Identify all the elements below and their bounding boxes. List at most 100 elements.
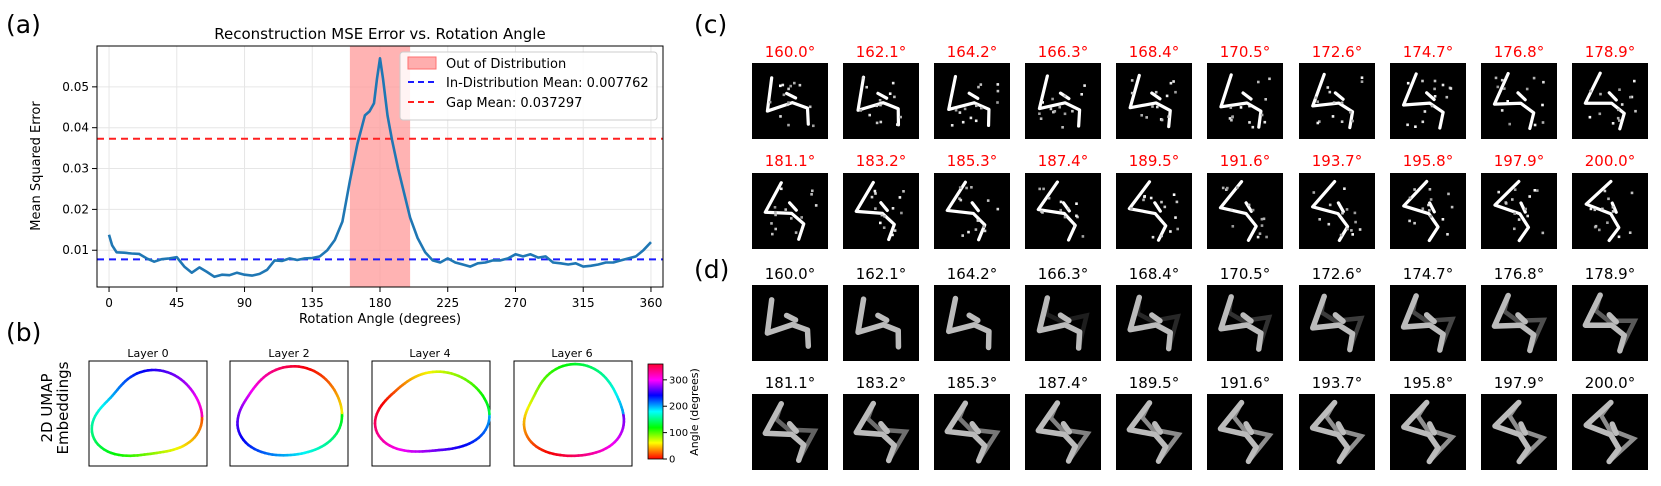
colorbar-ticks: 0 100 200 300 [663,375,688,466]
input-image [1207,63,1283,139]
input-angle-label: 187.4° [1038,152,1088,170]
reconstruction-cell: 197.9° [1481,374,1557,470]
input-cell: 168.4° [1116,43,1192,139]
reconstruction-angle-label: 191.6° [1220,374,1270,392]
y-axis-ticks: 0.01 0.02 0.03 0.04 0.05 [62,80,97,257]
reconstruction-angle-label: 160.0° [765,265,815,283]
reconstruction-grid-c: 160.0° 162.1° 164.2° 166.3° 168.4° 170.5° 172.… [752,43,1648,249]
reconstruction-cell: 185.3° [934,374,1010,470]
reconstruction-angle-label: 181.1° [765,374,815,392]
x-tick-label: 315 [572,296,595,310]
x-tick-label: 0 [105,296,113,310]
panel-label-b: (b) [6,318,41,347]
input-angle-label: 168.4° [1129,43,1179,61]
input-angle-label: 176.8° [1494,43,1544,61]
legend-label-ood: Out of Distribution [446,57,566,72]
umap-title-layer2: Layer 2 [268,347,309,360]
reconstruction-angle-label: 187.4° [1038,374,1088,392]
umap-loop-layer2 [236,364,344,457]
input-image [1299,63,1375,139]
input-angle-label: 164.2° [947,43,997,61]
reconstruction-cell: 176.8° [1481,265,1557,361]
reconstruction-cell: 164.2° [934,265,1010,361]
reconstruction-angle-label: 183.2° [856,374,906,392]
input-image [752,173,828,249]
input-angle-label: 195.8° [1403,152,1453,170]
reconstruction-angle-label: 193.7° [1312,374,1362,392]
colorbar-label: Angle (degrees) [688,368,701,456]
input-angle-label: 189.5° [1129,152,1179,170]
y-tick-label: 0.04 [62,121,89,135]
reconstruction-cell: 195.8° [1390,374,1466,470]
umap-ylabel-line2: Embeddings [54,361,72,454]
input-image [1116,63,1192,139]
input-cell: 181.1° [752,152,828,249]
legend-swatch-ood [407,56,437,70]
input-image [1572,173,1648,249]
reconstruction-angle-label: 176.8° [1494,265,1544,283]
input-cell: 185.3° [934,152,1010,249]
colorbar: 0 100 200 300 Angle (degrees) [647,363,701,466]
input-angle-label: 170.5° [1220,43,1270,61]
reconstruction-angle-label: 197.9° [1494,374,1544,392]
input-cell: 183.2° [843,152,919,249]
umap-loops [90,362,626,458]
reconstruction-cell: 168.4° [1116,265,1192,361]
umap-loop-layer4 [373,370,491,453]
x-tick-label: 360 [640,296,663,310]
umap-title-layer0: Layer 0 [127,347,168,360]
y-tick-label: 0.01 [62,243,89,257]
umap-panels: Layer 0 Layer 2 Layer 4 Layer 6 [88,347,633,467]
x-tick-label: 270 [504,296,527,310]
reconstruction-cell: 162.1° [843,265,919,361]
input-angle-label: 191.6° [1220,152,1270,170]
input-image [934,173,1010,249]
panel-label-a: (a) [6,10,41,39]
input-angle-label: 185.3° [947,152,997,170]
x-tick-label: 90 [237,296,252,310]
input-angle-label: 200.0° [1585,152,1635,170]
reconstruction-angle-label: 162.1° [856,265,906,283]
input-cell: 191.6° [1207,152,1283,249]
input-angle-label: 178.9° [1585,43,1635,61]
umap-title-layer4: Layer 4 [409,347,450,360]
reconstruction-angle-label: 189.5° [1129,374,1179,392]
input-cell: 172.6° [1299,43,1375,139]
input-angle-label: 172.6° [1312,43,1362,61]
input-image [1299,173,1375,249]
x-axis-label: Rotation Angle (degrees) [299,312,461,327]
mse-plot: 0 45 90 135 180 225 270 315 360 0.01 0.02 0.03 0.04… [29,45,664,327]
reconstruction-cell: 193.7° [1299,374,1375,470]
reconstruction-angle-label: 168.4° [1129,265,1179,283]
reconstruction-cell: 172.6° [1299,265,1375,361]
input-cell: 166.3° [1025,43,1101,139]
reconstruction-cell: 160.0° [752,265,828,361]
colorbar-tick-label: 200 [669,402,688,413]
input-image [1207,173,1283,249]
input-angle-label: 160.0° [765,43,815,61]
input-cell: 162.1° [843,43,919,139]
reconstruction-angle-label: 178.9° [1585,265,1635,283]
reconstruction-cell: 181.1° [752,374,828,470]
reconstruction-cell: 174.7° [1390,265,1466,361]
panel-label-c: (c) [694,10,727,39]
input-cell: 170.5° [1207,43,1283,139]
input-cell: 197.9° [1481,152,1557,249]
umap-ylabel-line1: 2D UMAP [38,373,56,442]
input-image [1481,63,1557,139]
y-axis-label: Mean Squared Error [29,101,44,231]
input-angle-label: 181.1° [765,152,815,170]
colorbar-tick-label: 100 [669,428,688,439]
input-cell: 193.7° [1299,152,1375,249]
input-angle-label: 166.3° [1038,43,1088,61]
x-tick-label: 225 [436,296,459,310]
x-tick-label: 135 [301,296,324,310]
reconstruction-grid-d: 160.0° 162.1° 164.2° 166.3° 168.4° 170.5° 172.… [752,265,1648,470]
x-axis-ticks: 0 45 90 135 180 225 270 315 360 [105,287,662,310]
x-tick-label: 45 [169,296,184,310]
reconstruction-cell: 191.6° [1207,374,1283,470]
input-angle-label: 193.7° [1312,152,1362,170]
input-cell: 174.7° [1390,43,1466,139]
y-tick-label: 0.02 [62,202,89,216]
